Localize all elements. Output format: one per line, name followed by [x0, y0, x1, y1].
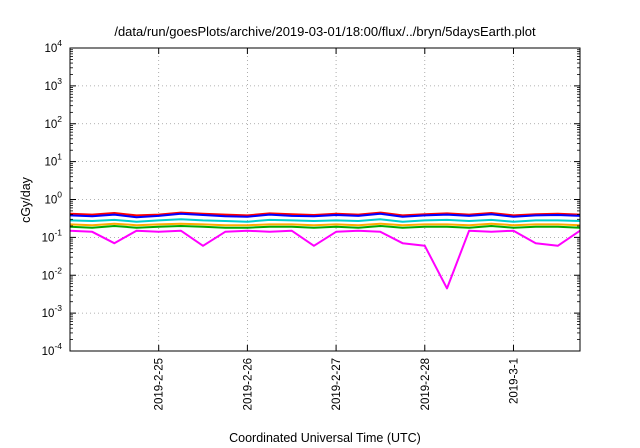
y-tick-exponent: -2: [54, 265, 62, 275]
y-tick-label: 100: [44, 190, 62, 207]
y-tick-base: 10: [42, 270, 55, 282]
y-tick-base: 10: [42, 346, 55, 358]
x-axis-label: Coordinated Universal Time (UTC): [229, 431, 421, 445]
y-tick-base: 10: [44, 119, 57, 131]
y-tick-label: 10-3: [42, 303, 63, 320]
y-tick-label: 103: [44, 76, 62, 93]
y-tick-label: 102: [44, 114, 62, 131]
x-tick-label: 2019-2-25: [154, 358, 166, 410]
y-tick-label: 10-1: [42, 227, 63, 244]
x-tick-label: 2019-2-26: [242, 358, 254, 410]
x-axis: 2019-2-25 2019-2-26 2019-2-27 2019-2-28 2019…: [154, 48, 520, 410]
y-tick-exponent: 3: [57, 76, 62, 86]
y-tick-label: 10-4: [42, 341, 63, 358]
y-tick-label: 104: [44, 38, 62, 55]
x-tick-label: 2019-3-1: [508, 358, 520, 404]
series-line-1: [69, 211, 581, 217]
series-line-5: [69, 225, 581, 229]
x-tick-label: 2019-2-28: [420, 358, 432, 410]
y-tick-base: 10: [44, 81, 57, 93]
y-tick-base: 10: [44, 43, 57, 55]
y-tick-exponent: -1: [54, 227, 62, 237]
y-tick-base: 10: [44, 195, 57, 207]
y-tick-exponent: -3: [54, 303, 62, 313]
y-axis-label: cGy/day: [19, 176, 33, 223]
y-tick-exponent: 2: [57, 114, 62, 124]
chart-title: /data/run/goesPlots/archive/2019-03-01/1…: [114, 24, 536, 39]
y-tick-base: 10: [44, 157, 57, 169]
y-tick-label: 10-2: [42, 265, 63, 282]
y-tick-label: 101: [44, 152, 62, 169]
series-line-3: [69, 218, 581, 223]
series-group: [69, 211, 581, 290]
y-tick-base: 10: [42, 232, 55, 244]
x-tick-label: 2019-2-27: [331, 358, 343, 410]
y-tick-exponent: 1: [57, 152, 62, 162]
grid: [70, 48, 580, 351]
y-tick-exponent: -4: [54, 341, 62, 351]
series-line-2: [69, 212, 581, 219]
series-line-6: [69, 229, 581, 290]
y-tick-exponent: 4: [57, 38, 62, 48]
y-tick-exponent: 0: [57, 190, 62, 200]
series-line-4: [69, 222, 581, 227]
y-tick-base: 10: [42, 308, 55, 320]
